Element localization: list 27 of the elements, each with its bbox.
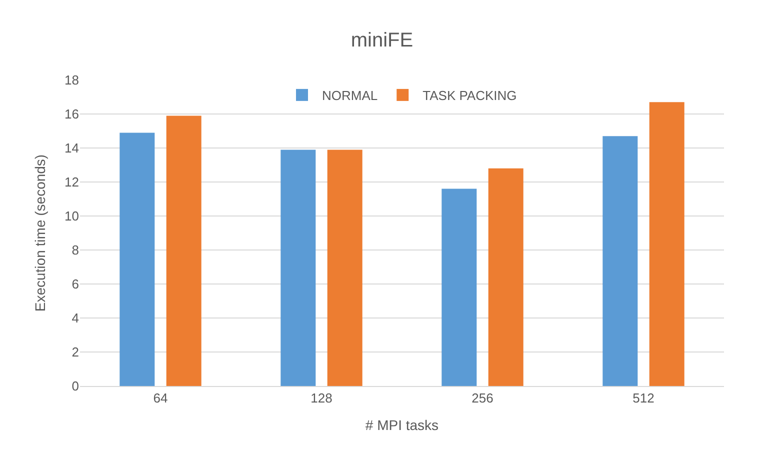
bar (442, 188, 477, 386)
y-tick-label: 14 (64, 140, 79, 156)
y-tick-label: 16 (64, 106, 79, 122)
y-tick-label: 4 (72, 310, 79, 326)
x-tick-label: 512 (632, 390, 654, 406)
y-tick-label: 2 (72, 344, 79, 360)
legend-label: TASK PACKING (422, 88, 517, 104)
legend-label: NORMAL (322, 88, 378, 104)
bar (120, 132, 155, 386)
x-tick-label: 256 (472, 390, 494, 406)
y-tick-label: 10 (64, 208, 79, 224)
bar (488, 168, 524, 386)
y-tick-label: 12 (64, 174, 79, 190)
y-axis-title: Execution time (seconds) (32, 154, 48, 312)
y-tick-label: 0 (72, 378, 79, 394)
y-tick-label: 6 (72, 276, 79, 292)
chart-title: miniFE (350, 30, 414, 52)
x-axis-title: # MPI tasks (365, 416, 439, 433)
y-tick-label: 8 (72, 242, 79, 258)
x-tick-label: 64 (153, 390, 168, 406)
bar (327, 150, 362, 386)
bar (649, 102, 684, 386)
bar (280, 150, 316, 386)
bar (602, 136, 638, 386)
x-tick-label: 128 (310, 390, 332, 406)
y-tick-label: 18 (64, 72, 79, 88)
bar (166, 116, 202, 386)
